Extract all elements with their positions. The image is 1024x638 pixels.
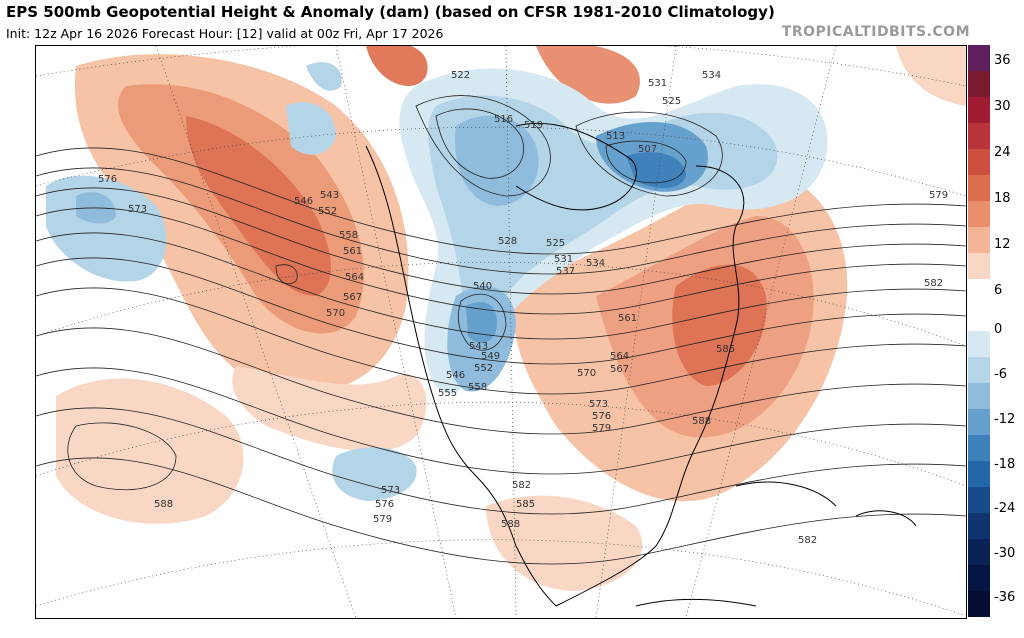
contour-label: 540 [473,281,492,292]
colorbar-swatch [968,357,990,383]
colorbar-swatch [968,201,990,227]
colorbar-swatch [968,487,990,513]
colorbar-label: -24 [994,501,1016,516]
contour-label: 522 [451,70,470,81]
map-panel: 522 531 534 525 519 516 513 507 525 531 … [35,45,967,619]
contour-label: 525 [546,238,565,249]
contour-label: 552 [318,206,337,217]
colorbar-swatch [968,539,990,565]
contour-label: 579 [373,514,392,525]
contour-label: 576 [375,499,394,510]
colorbar-label: -18 [994,457,1016,472]
colorbar-swatch [968,279,990,305]
colorbar-swatch [968,409,990,435]
colorbar-swatch [968,175,990,201]
contour-label: 588 [154,499,173,510]
contour-label: 543 [469,341,488,352]
contour-label: 531 [554,254,573,265]
contour-label: 549 [481,351,500,362]
contour-label: 558 [339,230,358,241]
contour-label: 570 [577,368,596,379]
contour-label: 585 [516,499,535,510]
contour-label: 576 [592,411,611,422]
contour-label: 588 [692,416,711,427]
contour-label: 573 [589,399,608,410]
contour-label: 558 [468,382,487,393]
contour-label: 534 [702,70,721,81]
contour-label: 561 [618,313,637,324]
colorbar-swatch [968,149,990,175]
colorbar-label: 0 [994,322,1003,337]
contour-label: 543 [320,190,339,201]
colorbar-swatch [968,227,990,253]
contour-label: 528 [498,236,517,247]
contour-label: 507 [638,144,657,155]
weather-map: 522 531 534 525 519 516 513 507 525 531 … [36,46,966,618]
contour-label: 516 [494,114,513,125]
colorbar-swatch [968,565,990,591]
colorbar-swatch [968,253,990,279]
map-title: EPS 500mb Geopotential Height & Anomaly … [6,3,775,21]
contour-label: 564 [610,351,629,362]
contour-label: 579 [592,423,611,434]
colorbar-label: 30 [994,99,1011,114]
contour-label: 564 [345,272,364,283]
contour-label: 588 [501,519,520,530]
colorbar-label: -6 [994,367,1007,382]
colorbar-swatch [968,331,990,357]
contour-label: 561 [343,246,362,257]
colorbar-swatch [968,45,990,71]
contour-label: 546 [294,196,313,207]
latlon-grid [36,46,966,618]
colorbar-swatch [968,123,990,149]
contour-label: 582 [512,480,531,491]
contour-label: 570 [326,308,345,319]
contour-label-group: 522 531 534 525 519 516 513 507 525 531 … [98,70,948,546]
contour-label: 573 [128,204,147,215]
colorbar-label: -12 [994,412,1016,427]
colorbar-swatch [968,97,990,123]
colorbar-label: 12 [994,237,1011,252]
brand-watermark: TROPICALTIDBITS.COM [781,24,970,40]
colorbar-swatch [968,513,990,539]
contour-label: 582 [798,535,817,546]
colorbar-label: 18 [994,191,1011,206]
contour-label: 513 [606,131,625,142]
coastlines [365,122,917,607]
colorbar-label: -36 [994,590,1016,605]
contour-label: 552 [474,363,493,374]
colorbar-label: 36 [994,53,1011,68]
contour-label: 579 [929,190,948,201]
contour-label: 546 [446,370,465,381]
colorbar-label: 6 [994,283,1003,298]
colorbar-label: 24 [994,145,1011,160]
colorbar-swatch [968,461,990,487]
contour-label: 567 [610,364,629,375]
contour-label: 519 [524,120,543,131]
colorbar-swatch [968,591,990,617]
map-subtitle: Init: 12z Apr 16 2026 Forecast Hour: [12… [6,26,444,41]
contour-label: 573 [381,485,400,496]
colorbar-swatch [968,71,990,97]
contour-label: 534 [586,258,605,269]
colorbar [968,45,990,617]
contour-label: 555 [438,388,457,399]
height-contours [36,95,966,565]
contour-label: 531 [648,78,667,89]
contour-label: 576 [98,174,117,185]
contour-label: 537 [556,266,575,277]
colorbar-swatch [968,305,990,331]
contour-label: 525 [662,96,681,107]
colorbar-swatch [968,383,990,409]
colorbar-swatch [968,435,990,461]
contour-label: 567 [343,292,362,303]
contour-label: 582 [924,278,943,289]
colorbar-label: -30 [994,546,1016,561]
negative-anomaly-shading [46,62,828,501]
contour-label: 585 [716,344,735,355]
